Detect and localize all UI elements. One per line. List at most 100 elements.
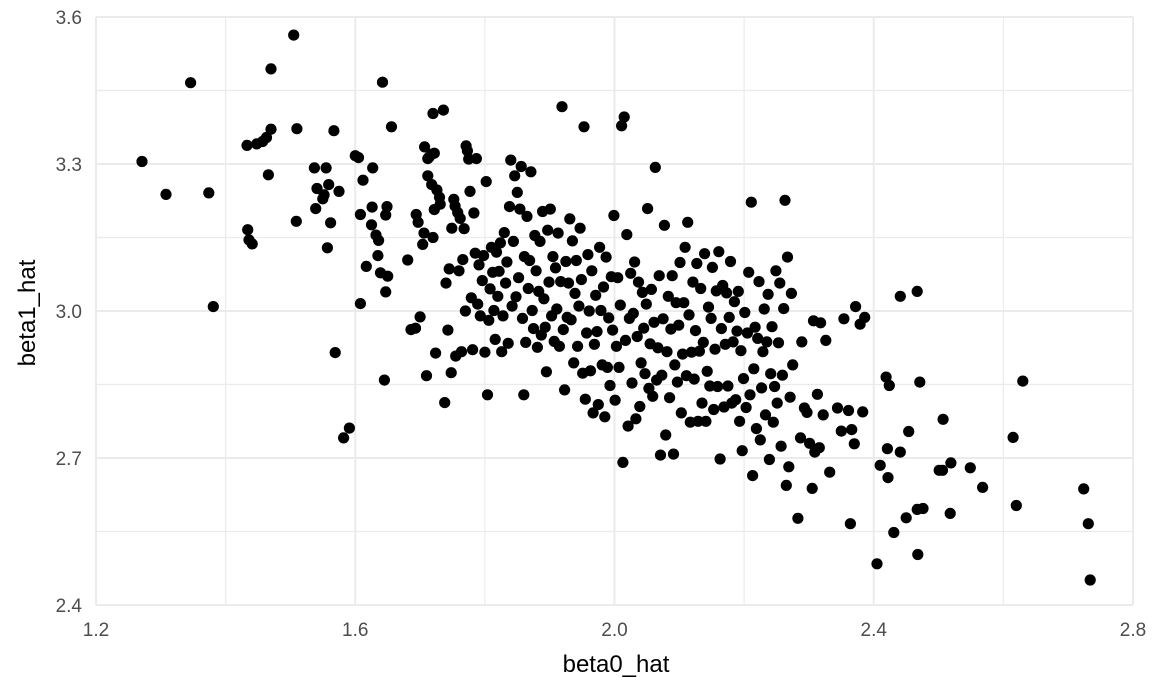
data-point: [531, 341, 544, 353]
data-point: [434, 198, 446, 210]
data-point: [540, 366, 553, 378]
data-point: [357, 174, 369, 186]
data-point: [912, 548, 924, 561]
data-point: [574, 222, 586, 234]
data-point: [446, 222, 458, 234]
data-point: [468, 207, 480, 219]
data-point: [524, 254, 536, 267]
data-point: [514, 203, 526, 215]
data-point: [612, 272, 624, 284]
data-point: [636, 286, 649, 298]
data-point: [911, 285, 923, 297]
data-point: [772, 337, 785, 349]
data-point: [724, 255, 737, 268]
data-point: [467, 344, 479, 356]
data-point: [338, 432, 350, 444]
data-point: [670, 297, 682, 309]
data-point: [480, 176, 492, 188]
data-point: [445, 367, 457, 379]
data-point: [500, 277, 512, 289]
data-point: [964, 462, 976, 474]
data-point: [352, 152, 365, 164]
data-point: [693, 345, 706, 357]
data-point: [559, 384, 571, 396]
data-point: [844, 518, 857, 530]
data-point: [647, 390, 659, 402]
data-point: [750, 423, 763, 435]
data-point: [262, 169, 274, 181]
data-point: [850, 301, 862, 313]
data-point: [439, 397, 451, 409]
data-point: [265, 123, 277, 135]
data-point: [490, 246, 503, 258]
data-point: [677, 348, 689, 360]
data-point: [493, 265, 505, 277]
x-tick-label: 2.0: [601, 620, 627, 641]
data-point: [671, 376, 684, 388]
data-point: [1078, 483, 1090, 495]
data-point: [903, 425, 915, 438]
data-point: [731, 325, 743, 337]
data-point: [781, 251, 794, 263]
data-point: [745, 196, 757, 208]
data-point: [587, 407, 599, 419]
data-point: [813, 442, 825, 454]
data-point: [595, 304, 607, 317]
data-point: [888, 526, 900, 539]
data-point: [242, 224, 254, 236]
data-point: [343, 422, 355, 434]
data-point: [617, 456, 629, 468]
data-point: [806, 482, 818, 494]
data-point: [688, 373, 700, 385]
data-point: [977, 481, 989, 493]
data-point: [365, 219, 378, 231]
data-point: [1084, 574, 1096, 586]
data-point: [494, 237, 506, 249]
data-point: [538, 293, 550, 305]
data-point: [511, 186, 523, 198]
data-point: [734, 415, 746, 427]
data-point: [712, 380, 724, 393]
data-point: [590, 289, 602, 301]
data-point: [692, 415, 704, 427]
y-tick-label: 2.7: [56, 449, 82, 470]
data-point: [373, 234, 385, 246]
data-point: [534, 235, 546, 247]
data-point: [621, 229, 633, 241]
data-point: [618, 111, 630, 123]
data-point: [661, 346, 673, 358]
data-point: [649, 161, 661, 173]
data-point: [496, 346, 508, 358]
data-point: [497, 310, 509, 322]
data-point: [721, 287, 733, 299]
data-point: [767, 416, 779, 428]
data-point: [481, 389, 494, 401]
data-point: [702, 301, 715, 313]
data-point: [320, 162, 332, 174]
data-point: [780, 479, 792, 491]
data-point: [775, 440, 787, 452]
data-point: [505, 154, 517, 166]
data-point: [440, 277, 452, 289]
data-point: [578, 121, 590, 133]
data-point: [479, 346, 491, 358]
data-point: [632, 276, 645, 288]
x-tick-label: 2.8: [1120, 620, 1146, 641]
data-point: [575, 274, 588, 286]
data-point: [629, 256, 641, 268]
data-point: [557, 324, 569, 336]
data-point: [666, 270, 678, 282]
data-point: [418, 227, 430, 239]
data-point: [730, 394, 742, 406]
data-point: [543, 276, 555, 288]
data-point: [310, 203, 322, 215]
data-point: [573, 300, 585, 312]
data-point: [562, 277, 575, 289]
data-point: [372, 250, 384, 262]
data-point: [583, 305, 595, 317]
data-point: [417, 238, 429, 250]
data-point: [625, 267, 637, 279]
data-point: [761, 336, 773, 348]
data-point: [662, 290, 674, 302]
data-point: [657, 313, 669, 325]
